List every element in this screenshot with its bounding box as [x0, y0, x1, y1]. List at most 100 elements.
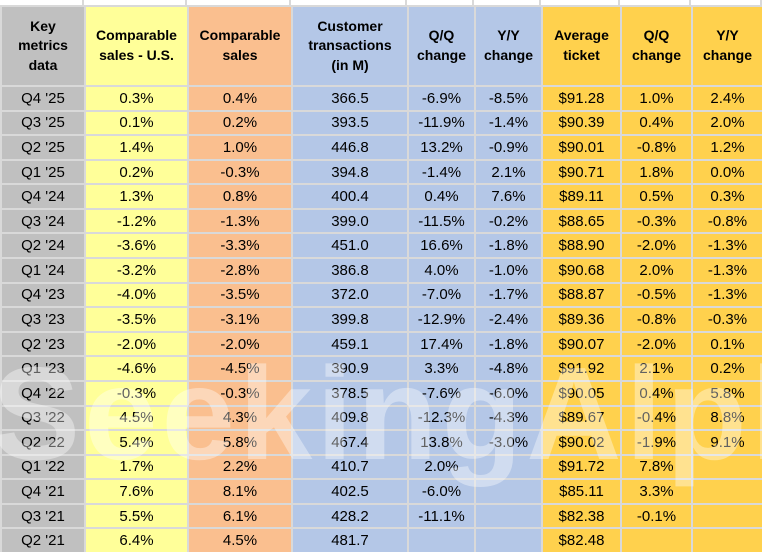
- metric-cell: 481.7: [291, 527, 409, 552]
- metric-cell: $90.68: [541, 257, 622, 284]
- metric-cell: 4.3%: [187, 404, 293, 432]
- metric-cell: $89.11: [541, 183, 622, 210]
- metric-cell: 7.6%: [474, 183, 543, 210]
- metric-cell: 0.4%: [407, 183, 476, 210]
- metric-cell: -4.3%: [474, 404, 543, 432]
- metric-cell: -0.3%: [187, 158, 293, 186]
- metric-cell: -2.4%: [474, 306, 543, 333]
- metric-cell: $89.67: [541, 404, 622, 432]
- table-header: Key metrics data Comparable sales - U.S. C…: [0, 5, 762, 87]
- metric-cell: 4.5%: [84, 404, 189, 432]
- table-row: Q2 '25 1.4% 1.0% 446.8 13.2% -0.9% $90.01 -0.8%…: [0, 134, 762, 161]
- metric-cell: 1.7%: [84, 453, 189, 481]
- metric-cell: 390.9: [291, 355, 409, 382]
- metric-cell: -3.1%: [187, 306, 293, 333]
- metric-cell: 0.4%: [620, 109, 693, 137]
- metric-cell: [474, 502, 543, 530]
- metric-cell: $91.92: [541, 355, 622, 382]
- metric-cell: 399.8: [291, 306, 409, 333]
- quarter-label: Q4 '24: [0, 183, 86, 210]
- metric-cell: -7.0%: [407, 281, 476, 309]
- metric-cell: -8.5%: [474, 85, 543, 112]
- metric-cell: -1.3%: [187, 207, 293, 235]
- metric-cell: -3.6%: [84, 232, 189, 260]
- top-edge-segment: [84, 0, 187, 5]
- metric-cell: 3.3%: [407, 355, 476, 382]
- metric-cell: -12.9%: [407, 306, 476, 333]
- metric-cell: 2.0%: [620, 257, 693, 284]
- metric-cell: 1.0%: [620, 85, 693, 112]
- quarter-label: Q1 '22: [0, 453, 86, 481]
- metric-cell: 0.1%: [691, 330, 762, 358]
- metric-cell: 2.0%: [691, 109, 762, 137]
- metric-cell: -0.3%: [691, 306, 762, 333]
- top-edge-strip: [0, 0, 762, 5]
- metric-cell: $90.07: [541, 330, 622, 358]
- metric-cell: -6.0%: [474, 379, 543, 407]
- metric-cell: -0.3%: [84, 379, 189, 407]
- table-body: Q4 '25 0.3% 0.4% 366.5 -6.9% -8.5% $91.28 1.0% 2…: [0, 85, 762, 552]
- metric-cell: 4.5%: [187, 527, 293, 552]
- metric-cell: -1.9%: [620, 429, 693, 456]
- metric-cell: 2.2%: [187, 453, 293, 481]
- metric-cell: 409.8: [291, 404, 409, 432]
- metric-cell: -1.3%: [691, 281, 762, 309]
- metric-cell: $85.11: [541, 478, 622, 505]
- metric-cell: 5.5%: [84, 502, 189, 530]
- table-row: Q2 '24 -3.6% -3.3% 451.0 16.6% -1.8% $88.90 -2.…: [0, 232, 762, 260]
- metric-cell: -4.5%: [187, 355, 293, 382]
- quarter-label: Q2 '25: [0, 134, 86, 161]
- quarter-label: Q4 '22: [0, 379, 86, 407]
- metric-cell: 13.8%: [407, 429, 476, 456]
- metric-cell: [691, 478, 762, 505]
- metric-cell: 16.6%: [407, 232, 476, 260]
- metric-cell: 400.4: [291, 183, 409, 210]
- metric-cell: 410.7: [291, 453, 409, 481]
- column-header-6: Average ticket: [541, 5, 622, 87]
- metric-cell: -0.5%: [620, 281, 693, 309]
- quarter-label: Q2 '24: [0, 232, 86, 260]
- top-edge-segment: [0, 0, 84, 5]
- metric-cell: 0.2%: [84, 158, 189, 186]
- metric-cell: 6.4%: [84, 527, 189, 552]
- metric-cell: 0.5%: [620, 183, 693, 210]
- metric-cell: 2.4%: [691, 85, 762, 112]
- metric-cell: 0.3%: [691, 183, 762, 210]
- table-row: Q4 '25 0.3% 0.4% 366.5 -6.9% -8.5% $91.28 1.0% 2…: [0, 85, 762, 112]
- table-row: Q4 '22 -0.3% -0.3% 378.5 -7.6% -6.0% $90.05 0.4…: [0, 379, 762, 407]
- metric-cell: -11.9%: [407, 109, 476, 137]
- metric-cell: 1.3%: [84, 183, 189, 210]
- metric-cell: 0.0%: [691, 158, 762, 186]
- metric-cell: 5.4%: [84, 429, 189, 456]
- quarter-label: Q3 '21: [0, 502, 86, 530]
- metric-cell: $91.72: [541, 453, 622, 481]
- quarter-label: Q1 '24: [0, 257, 86, 284]
- table-row: Q1 '25 0.2% -0.3% 394.8 -1.4% 2.1% $90.71 1.8% 0…: [0, 158, 762, 186]
- metric-cell: [691, 502, 762, 530]
- metric-cell: 7.6%: [84, 478, 189, 505]
- quarter-label: Q3 '22: [0, 404, 86, 432]
- metric-cell: -0.8%: [691, 207, 762, 235]
- metric-cell: 446.8: [291, 134, 409, 161]
- metric-cell: -0.4%: [620, 404, 693, 432]
- metric-cell: -0.9%: [474, 134, 543, 161]
- metric-cell: 393.5: [291, 109, 409, 137]
- metric-cell: -2.0%: [187, 330, 293, 358]
- quarter-label: Q4 '25: [0, 85, 86, 112]
- metric-cell: 0.2%: [187, 109, 293, 137]
- metric-cell: 386.8: [291, 257, 409, 284]
- metric-cell: -0.2%: [474, 207, 543, 235]
- table-row: Q4 '23 -4.0% -3.5% 372.0 -7.0% -1.7% $88.87 -0.…: [0, 281, 762, 309]
- metric-cell: -0.3%: [620, 207, 693, 235]
- quarter-label: Q2 '22: [0, 429, 86, 456]
- metric-cell: -0.3%: [187, 379, 293, 407]
- column-header-5: Y/Y change: [474, 5, 543, 87]
- metric-cell: 366.5: [291, 85, 409, 112]
- metric-cell: -1.0%: [474, 257, 543, 284]
- column-header-7: Q/Q change: [620, 5, 693, 87]
- top-edge-segment: [407, 0, 474, 5]
- top-edge-segment: [187, 0, 291, 5]
- metric-cell: $88.90: [541, 232, 622, 260]
- metric-cell: -2.0%: [620, 330, 693, 358]
- metric-cell: 0.2%: [691, 355, 762, 382]
